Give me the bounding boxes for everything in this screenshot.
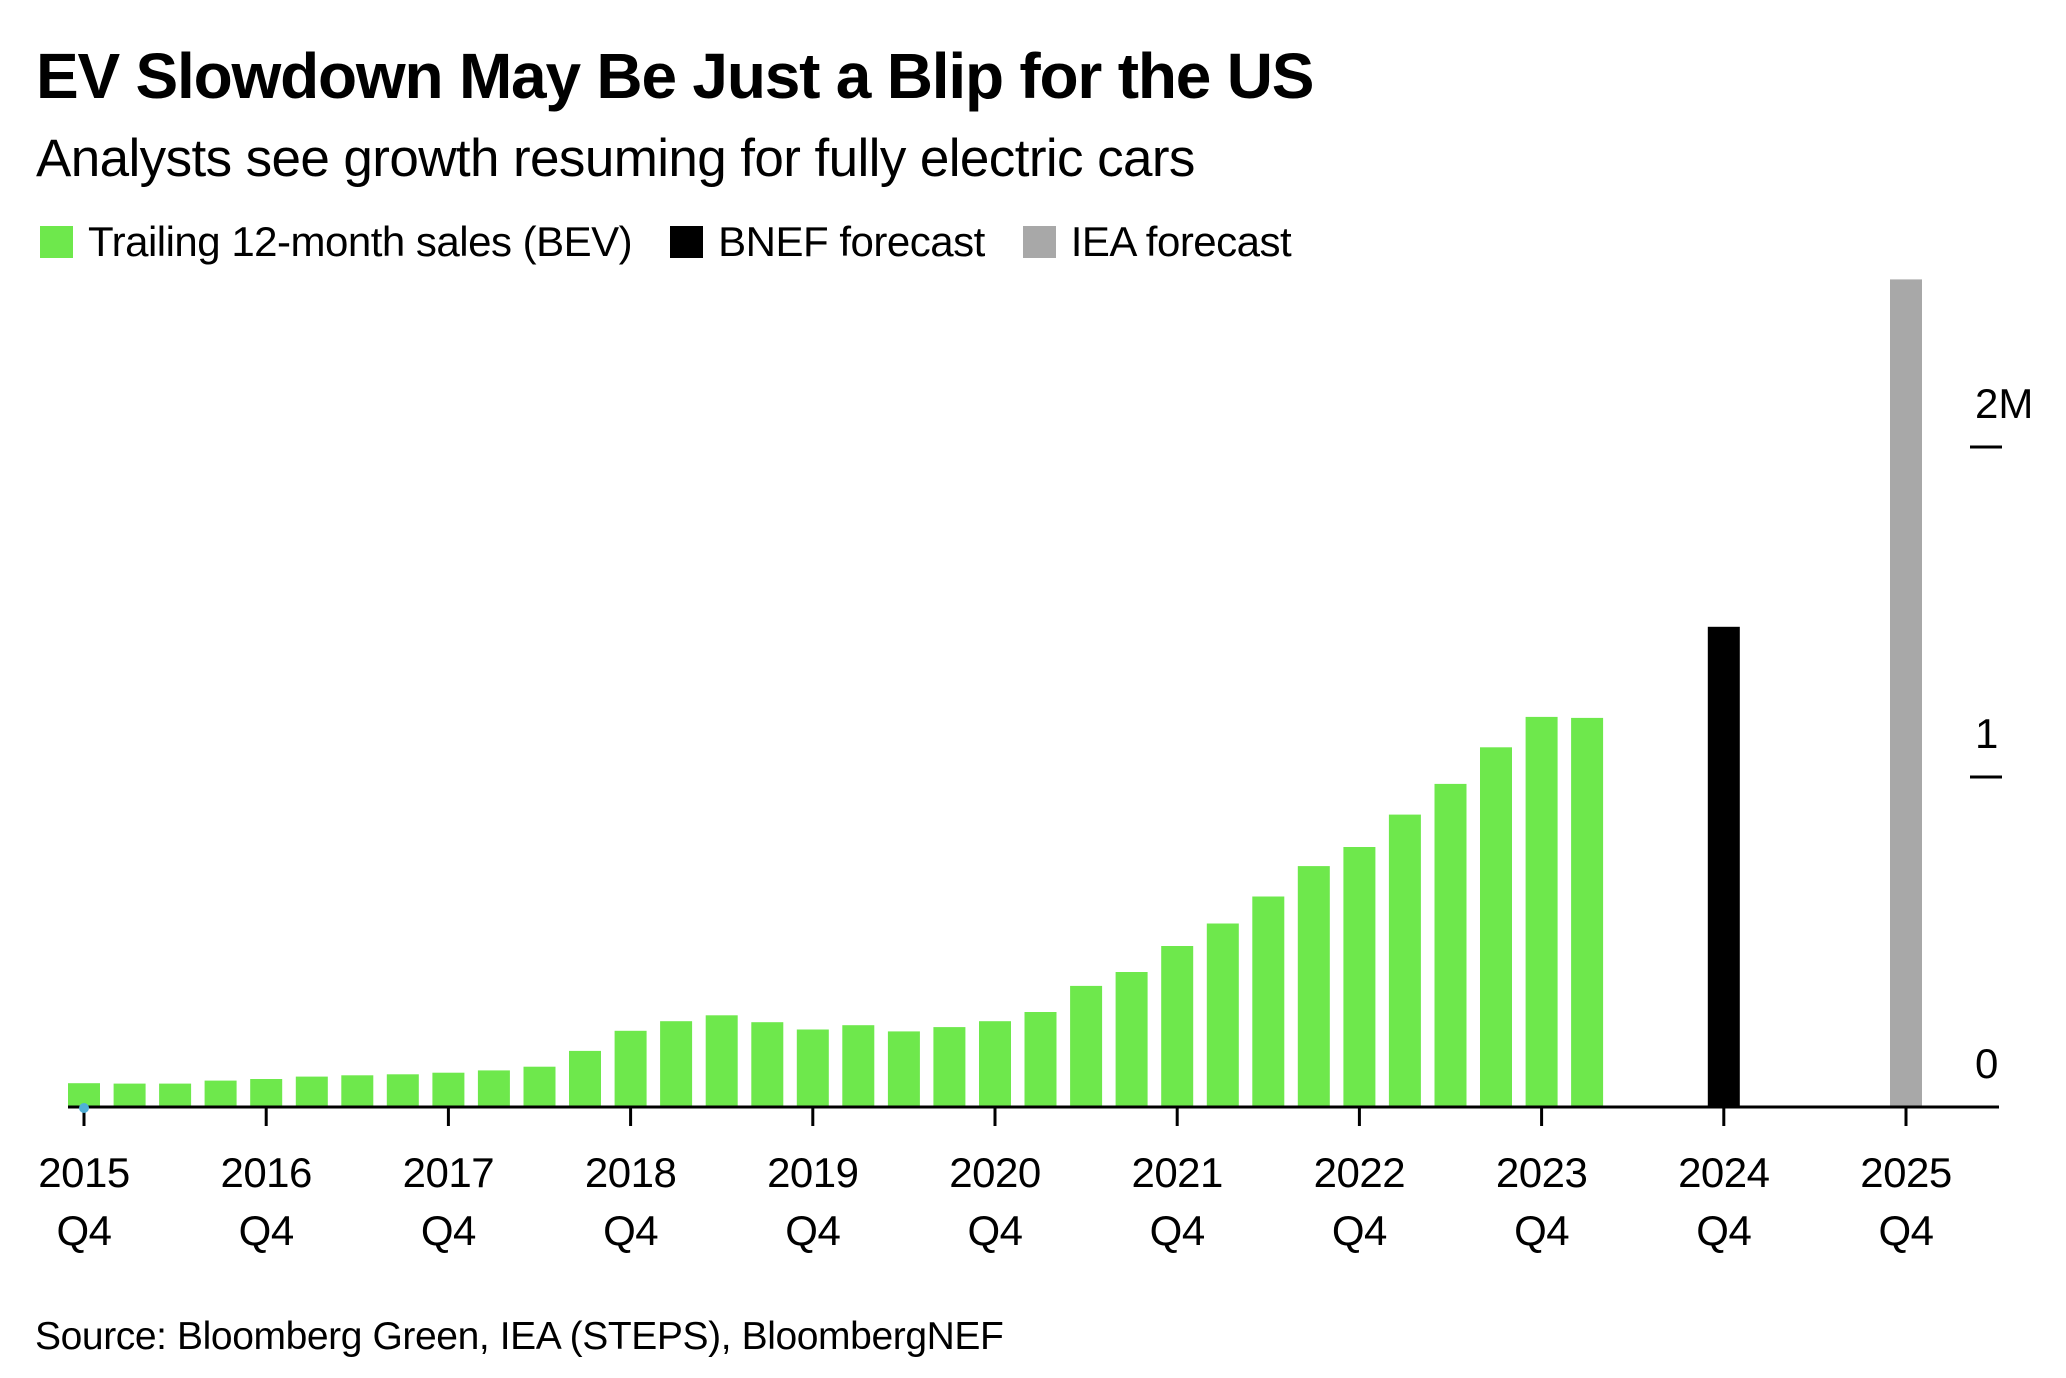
bar-trailing-12-month-sales-bev	[341, 1075, 374, 1107]
bar-trailing-12-month-sales-bev	[569, 1050, 601, 1107]
source-note: Source: Bloomberg Green, IEA (STEPS), Bl…	[35, 1315, 1004, 1358]
chart-title: EV Slowdown May Be Just a Blip for the U…	[36, 40, 1314, 112]
bar-trailing-12-month-sales-bev	[1024, 1012, 1057, 1107]
x-tick-label-quarter: Q4	[421, 1207, 476, 1254]
y-tick-label: 0	[1975, 1040, 1998, 1087]
bars-group	[68, 279, 1922, 1107]
legend-label-iea-forecast: IEA forecast	[1070, 218, 1292, 265]
legend-swatch-bev-sales	[40, 226, 73, 258]
bar-trailing-12-month-sales-bev	[705, 1015, 738, 1107]
legend-swatch-bnef-forecast	[670, 226, 704, 258]
bar-trailing-12-month-sales-bev	[432, 1072, 465, 1107]
legend-swatch-iea-forecast	[1022, 226, 1056, 258]
x-tick-label-quarter: Q4	[785, 1207, 840, 1254]
bar-iea-forecast	[1890, 279, 1922, 1107]
bar-trailing-12-month-sales-bev	[386, 1074, 419, 1107]
x-tick-label-year: 2018	[585, 1149, 676, 1196]
x-tick-label-year: 2019	[767, 1149, 858, 1196]
x-tick-label-year: 2016	[220, 1149, 311, 1196]
x-tick-label-year: 2021	[1131, 1149, 1222, 1196]
x-tick-label-quarter: Q4	[56, 1207, 111, 1254]
x-tick-label-quarter: Q4	[1514, 1207, 1569, 1254]
x-tick-label-year: 2023	[1496, 1149, 1587, 1196]
bar-trailing-12-month-sales-bev	[68, 1083, 100, 1107]
bar-trailing-12-month-sales-bev	[295, 1076, 328, 1107]
x-tick-label-quarter: Q4	[1878, 1207, 1933, 1254]
bar-trailing-12-month-sales-bev	[113, 1083, 146, 1107]
bar-trailing-12-month-sales-bev	[1388, 814, 1421, 1107]
x-axis	[68, 1103, 1999, 1126]
legend-item-iea-forecast: IEA forecast	[1022, 218, 1292, 266]
bar-trailing-12-month-sales-bev	[751, 1022, 784, 1107]
bar-trailing-12-month-sales-bev	[1115, 972, 1148, 1107]
x-tick-label-quarter: Q4	[603, 1207, 658, 1254]
legend-label-bev-sales: Trailing 12-month sales (BEV)	[88, 218, 633, 265]
y-tick-label: 1	[1975, 710, 1998, 757]
x-tick-label-quarter: Q4	[1696, 1207, 1751, 1254]
bar-trailing-12-month-sales-bev	[796, 1029, 829, 1107]
x-tick-label-quarter: Q4	[1332, 1207, 1387, 1254]
bar-trailing-12-month-sales-bev	[979, 1021, 1011, 1107]
bar-trailing-12-month-sales-bev	[159, 1083, 192, 1107]
y-tick-label: 2M	[1975, 380, 2033, 427]
bar-trailing-12-month-sales-bev	[1525, 716, 1558, 1107]
bar-bnef-forecast	[1707, 626, 1740, 1107]
bar-trailing-12-month-sales-bev	[250, 1079, 283, 1107]
x-tick-label-year: 2015	[38, 1149, 129, 1196]
bar-trailing-12-month-sales-bev	[842, 1025, 875, 1107]
x-axis-labels: 2015 Q4 2016 Q4 2017 Q4 2018 Q4 2019 Q4 2020 Q4 2021…	[38, 1149, 1952, 1254]
y-axis: 0 1 2M	[1970, 380, 2033, 1087]
legend-item-bev-sales: Trailing 12-month sales (BEV)	[40, 218, 633, 266]
x-tick-label-year: 2024	[1678, 1149, 1770, 1196]
x-tick-label-quarter: Q4	[239, 1207, 294, 1254]
x-tick-label-quarter: Q4	[967, 1207, 1022, 1254]
bar-trailing-12-month-sales-bev	[1343, 847, 1376, 1107]
legend-item-bnef-forecast: BNEF forecast	[670, 218, 985, 266]
bar-trailing-12-month-sales-bev	[614, 1030, 647, 1107]
bar-trailing-12-month-sales-bev	[660, 1021, 693, 1107]
bar-trailing-12-month-sales-bev	[1571, 717, 1604, 1107]
bar-trailing-12-month-sales-bev	[887, 1031, 920, 1107]
origin-marker-dot	[79, 1103, 89, 1113]
bar-trailing-12-month-sales-bev	[1161, 946, 1194, 1107]
x-tick-label-quarter: Q4	[1150, 1207, 1205, 1254]
bar-trailing-12-month-sales-bev	[1480, 747, 1512, 1107]
legend: Trailing 12-month sales (BEV) BNEF forec…	[40, 218, 1329, 266]
bar-trailing-12-month-sales-bev	[1434, 783, 1467, 1107]
bar-trailing-12-month-sales-bev	[1297, 866, 1330, 1107]
x-tick-label-year: 2017	[403, 1149, 494, 1196]
x-tick-label-year: 2022	[1314, 1149, 1405, 1196]
bar-trailing-12-month-sales-bev	[477, 1070, 510, 1107]
bar-trailing-12-month-sales-bev	[1206, 923, 1239, 1107]
bar-trailing-12-month-sales-bev	[523, 1066, 556, 1107]
legend-label-bnef-forecast: BNEF forecast	[718, 218, 985, 265]
x-tick-label-year: 2020	[949, 1149, 1040, 1196]
bar-trailing-12-month-sales-bev	[933, 1027, 966, 1107]
bar-trailing-12-month-sales-bev	[1070, 985, 1103, 1107]
x-tick-label-year: 2025	[1860, 1149, 1951, 1196]
chart-subtitle: Analysts see growth resuming for fully e…	[36, 129, 1195, 188]
bar-trailing-12-month-sales-bev	[1252, 896, 1285, 1107]
bar-trailing-12-month-sales-bev	[204, 1080, 237, 1107]
